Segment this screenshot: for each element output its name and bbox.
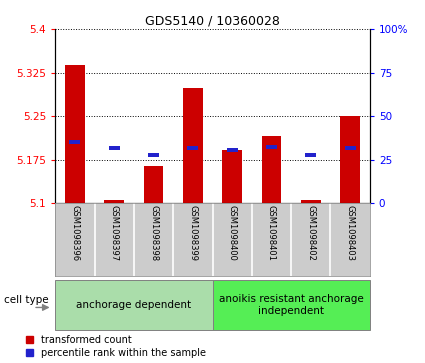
Text: GSM1098403: GSM1098403 [346, 205, 354, 261]
Text: GSM1098396: GSM1098396 [71, 205, 79, 262]
Bar [55, 280, 212, 330]
Legend: transformed count, percentile rank within the sample: transformed count, percentile rank withi… [26, 335, 206, 358]
Bar [105, 200, 124, 203]
Text: GSM1098400: GSM1098400 [228, 205, 237, 261]
Bar [187, 146, 198, 150]
Text: GSM1098402: GSM1098402 [306, 205, 315, 261]
Bar [183, 88, 203, 203]
Text: GSM1098399: GSM1098399 [188, 205, 197, 261]
Text: cell type: cell type [4, 295, 49, 305]
Bar [301, 200, 320, 203]
Bar [266, 145, 277, 149]
Text: GSM1098398: GSM1098398 [149, 205, 158, 262]
Text: GSM1098401: GSM1098401 [267, 205, 276, 261]
Bar [227, 148, 238, 152]
Bar [69, 140, 80, 144]
Bar [144, 166, 163, 203]
Bar [65, 65, 85, 203]
Bar [212, 280, 370, 330]
Text: GSM1098397: GSM1098397 [110, 205, 119, 262]
Text: anchorage dependent: anchorage dependent [76, 300, 191, 310]
Bar [305, 153, 316, 157]
Text: anoikis resistant anchorage
independent: anoikis resistant anchorage independent [219, 294, 363, 316]
Bar [345, 146, 356, 150]
Bar [109, 146, 120, 150]
Bar [148, 153, 159, 157]
Bar [262, 136, 281, 203]
Bar [222, 150, 242, 203]
Title: GDS5140 / 10360028: GDS5140 / 10360028 [145, 15, 280, 28]
Bar [340, 116, 360, 203]
